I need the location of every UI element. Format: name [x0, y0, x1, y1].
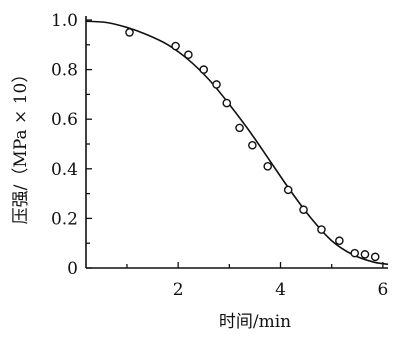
axis-labels-group: 时间/min 压强/（MPa × 10）	[11, 66, 291, 332]
data-point	[283, 185, 293, 195]
data-point	[235, 123, 244, 133]
data-point	[212, 80, 221, 89]
y-tick-label: 0.4	[51, 160, 78, 180]
x-axis-title: 时间/min	[219, 312, 291, 332]
data-point	[370, 252, 380, 262]
data-point	[335, 236, 344, 246]
data-point	[199, 65, 209, 74]
fitted-curve-group	[85, 20, 389, 266]
data-point	[360, 250, 370, 259]
data-points-group	[125, 28, 380, 262]
y-axis-title: 压强/（MPa × 10）	[11, 66, 31, 225]
y-tick-label: 1.0	[51, 11, 78, 31]
data-point	[299, 205, 308, 215]
axes: 2 4 6 0 0.2 0.4 0.6 0.8 1.0	[51, 11, 388, 300]
y-tick-label: 0.8	[51, 61, 78, 81]
x-tick-label: 2	[173, 280, 184, 300]
data-point	[184, 50, 193, 60]
data-point	[317, 225, 326, 234]
y-tick-label: 0.6	[51, 110, 78, 130]
x-tick-label: 4	[275, 280, 286, 300]
data-point	[171, 41, 180, 51]
fitted-curve	[85, 20, 389, 266]
data-point	[222, 98, 232, 108]
data-point	[263, 162, 273, 171]
data-point	[125, 28, 134, 37]
y-tick-label: 0.2	[51, 209, 78, 229]
x-tick-label: 6	[377, 280, 388, 300]
data-point	[248, 140, 257, 150]
y-tick-label: 0	[67, 259, 78, 279]
data-point	[350, 248, 360, 258]
